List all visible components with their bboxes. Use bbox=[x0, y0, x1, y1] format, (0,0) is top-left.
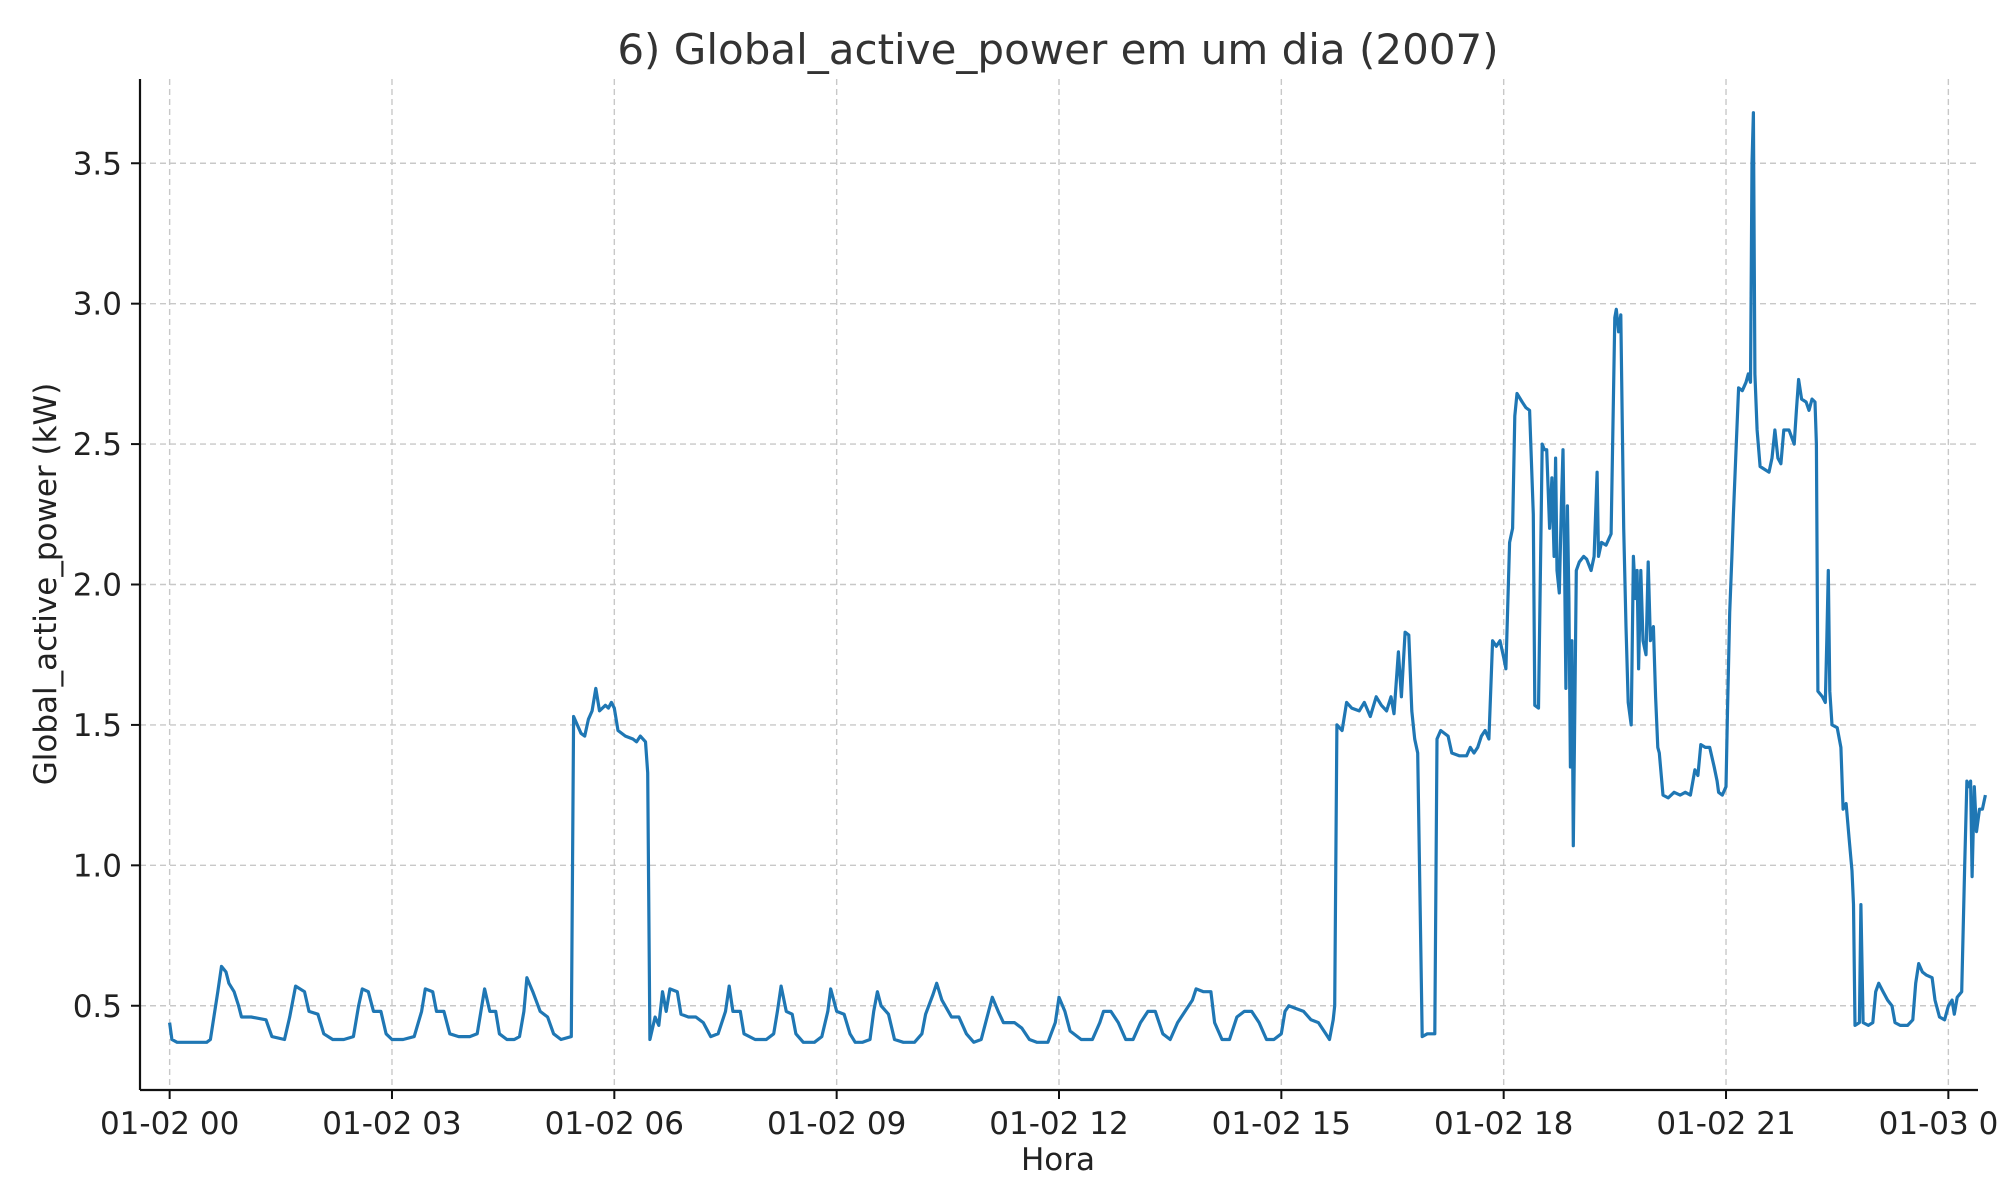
series-layer bbox=[168, 111, 1987, 1044]
x-tick-label: 01-02 06 bbox=[545, 1106, 684, 1142]
y-tick-label: 1.0 bbox=[73, 848, 122, 884]
grid-lines bbox=[140, 79, 1978, 1090]
chart-title: 6) Global_active_power em um dia (2007) bbox=[617, 25, 1498, 74]
x-tick-label: 01-02 12 bbox=[989, 1106, 1128, 1142]
x-axis-ticks: 01-02 00 01-02 03 01-02 06 01-02 09 01-02 12… bbox=[100, 1090, 2000, 1142]
x-tick-label: 01-02 03 bbox=[322, 1106, 461, 1142]
x-axis-label: Hora bbox=[1021, 1142, 1095, 1178]
y-tick-label: 0.5 bbox=[73, 989, 122, 1025]
y-axis-label: Global_active_power (kW) bbox=[28, 383, 64, 786]
x-tick-label: 01-02 09 bbox=[767, 1106, 906, 1142]
y-tick-label: 3.5 bbox=[73, 146, 122, 182]
x-tick-label: 01-02 00 bbox=[100, 1106, 239, 1142]
x-tick-label: 01-02 18 bbox=[1434, 1106, 1573, 1142]
x-tick-label: 01-02 15 bbox=[1212, 1106, 1351, 1142]
y-tick-label: 1.5 bbox=[73, 708, 122, 744]
y-tick-label: 2.0 bbox=[73, 568, 122, 604]
y-axis-ticks: 0.5 1.0 1.5 2.0 2.5 3.0 3.5 bbox=[73, 146, 140, 1025]
x-tick-label: 01-03 00 bbox=[1879, 1106, 2000, 1142]
y-tick-label: 2.5 bbox=[73, 427, 122, 463]
y-tick-label: 3.0 bbox=[73, 287, 122, 323]
x-tick-label: 01-02 21 bbox=[1656, 1106, 1795, 1142]
series-line bbox=[168, 111, 1987, 1044]
